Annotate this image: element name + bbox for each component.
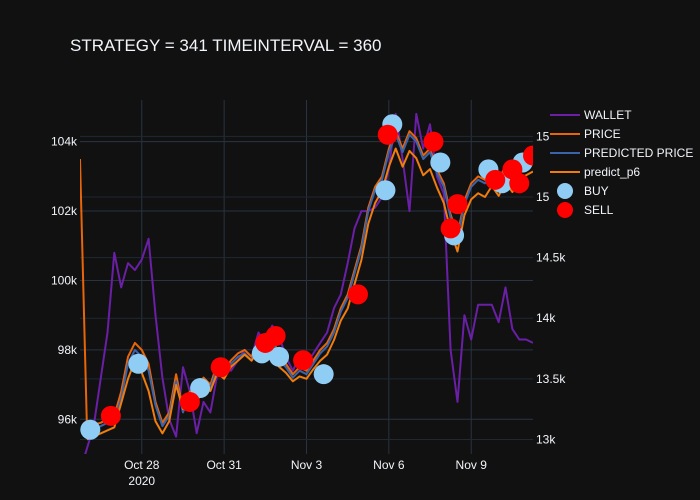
series-line-wallet (84, 112, 533, 454)
legend-label: PRICE (584, 127, 621, 141)
x-tick-year-label: 2020 (128, 474, 155, 488)
sell-marker (509, 173, 530, 194)
y-right-tick-label: 15 (536, 190, 550, 204)
sell-marker (265, 326, 286, 346)
y-right-tick-label: 13k (536, 432, 556, 446)
y-left-tick-label: 102k (51, 204, 78, 218)
sell-marker (179, 391, 200, 412)
x-tick-label: Oct 28 (124, 458, 160, 472)
sell-marker (423, 131, 444, 152)
legend-label: BUY (584, 184, 609, 198)
sell-marker (377, 124, 398, 145)
sell-marker (210, 357, 231, 378)
sell-marker (523, 145, 533, 166)
legend[interactable]: WALLET PRICE PREDICTED PRICE predict_p6 BUY S… (550, 108, 693, 218)
buy-marker (80, 419, 101, 440)
sell-marker (100, 405, 121, 426)
x-tick-label: Oct 31 (206, 458, 242, 472)
axes: Oct 28 Oct 31 Nov 3 Nov 6 Nov 9 2020 96k 98k 100… (51, 129, 566, 488)
y-left-tick-label: 100k (51, 273, 78, 287)
legend-label: WALLET (584, 108, 632, 122)
marker-layer (80, 114, 533, 440)
y-right-tick-label: 15 (536, 129, 550, 143)
sell-marker (440, 218, 461, 239)
legend-item-predicted-price[interactable]: PREDICTED PRICE (550, 146, 693, 160)
legend-swatch (557, 202, 573, 218)
buy-marker (269, 346, 290, 367)
legend-label: PREDICTED PRICE (584, 146, 693, 160)
y-left-tick-label: 96k (58, 412, 78, 426)
legend-label: predict_p6 (584, 165, 640, 179)
legend-swatch (557, 183, 573, 199)
sell-marker (485, 169, 506, 190)
sell-marker (447, 194, 468, 215)
sell-marker (347, 284, 368, 305)
legend-item-buy[interactable]: BUY (557, 183, 609, 199)
legend-item-predict-p6[interactable]: predict_p6 (550, 165, 640, 179)
buy-marker (375, 180, 396, 201)
y-right-tick-label: 13.5k (536, 372, 566, 386)
y-right-tick-label: 14k (536, 311, 556, 325)
grid (80, 100, 533, 454)
buy-marker (128, 353, 149, 374)
y-left-tick-label: 98k (58, 343, 78, 357)
sell-marker (293, 350, 314, 371)
x-tick-label: Nov 6 (373, 458, 405, 472)
legend-item-price[interactable]: PRICE (550, 127, 621, 141)
y-left-tick-label: 104k (51, 135, 78, 149)
x-tick-label: Nov 9 (456, 458, 488, 472)
x-tick-label: Nov 3 (291, 458, 323, 472)
legend-item-sell[interactable]: SELL (557, 202, 614, 218)
legend-item-wallet[interactable]: WALLET (550, 108, 632, 122)
buy-marker (430, 152, 451, 173)
buy-marker (190, 378, 211, 399)
y-right-tick-label: 14.5k (536, 251, 566, 265)
buy-marker (313, 364, 334, 385)
legend-label: SELL (584, 203, 614, 217)
chart-title: STRATEGY = 341 TIMEINTERVAL = 360 (70, 36, 382, 55)
